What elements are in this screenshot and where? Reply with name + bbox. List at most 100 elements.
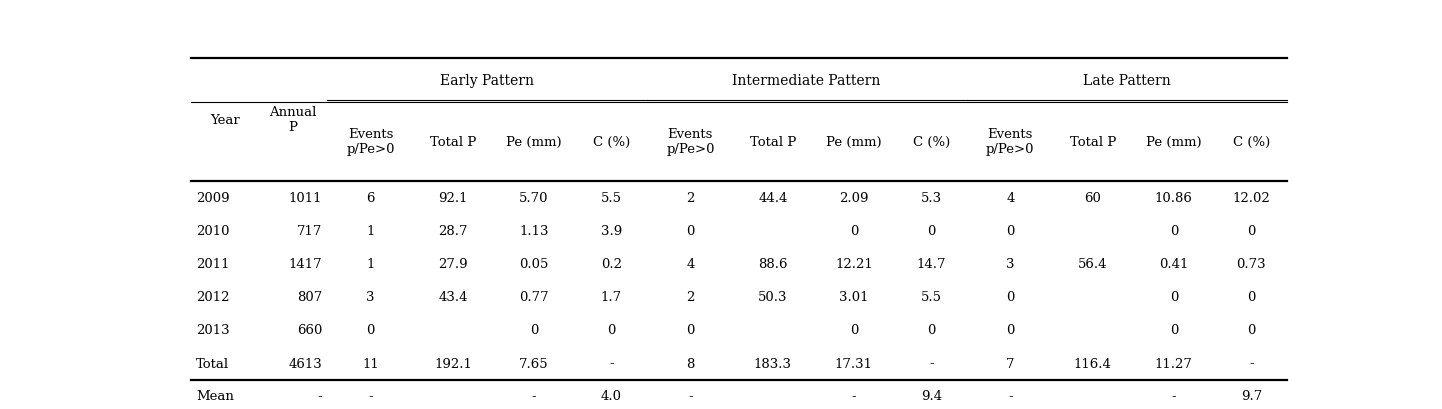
Text: 0: 0: [529, 324, 538, 337]
Text: 0: 0: [1007, 291, 1015, 303]
Text: 0: 0: [927, 225, 936, 238]
Text: -: -: [1171, 389, 1177, 402]
Text: 7: 7: [1007, 357, 1015, 370]
Text: 1: 1: [366, 225, 375, 238]
Text: -: -: [368, 389, 372, 402]
Text: 183.3: 183.3: [754, 357, 792, 370]
Text: 192.1: 192.1: [434, 357, 472, 370]
Text: 17.31: 17.31: [835, 357, 872, 370]
Text: 28.7: 28.7: [438, 225, 467, 238]
Text: -: -: [1008, 389, 1012, 402]
Text: 4: 4: [686, 258, 695, 270]
Text: -: -: [532, 389, 536, 402]
Text: 0: 0: [1169, 324, 1178, 337]
Text: 1.7: 1.7: [601, 291, 622, 303]
Text: 717: 717: [297, 225, 322, 238]
Text: 92.1: 92.1: [438, 191, 467, 204]
Text: -: -: [688, 389, 692, 402]
Text: 7.65: 7.65: [519, 357, 549, 370]
Text: C (%): C (%): [593, 135, 630, 148]
Text: 2012: 2012: [196, 291, 229, 303]
Text: Events
p/Pe>0: Events p/Pe>0: [986, 128, 1034, 156]
Text: 0.05: 0.05: [519, 258, 548, 270]
Text: -: -: [317, 389, 322, 402]
Text: 0.77: 0.77: [519, 291, 549, 303]
Text: 12.02: 12.02: [1233, 191, 1270, 204]
Text: 1417: 1417: [288, 258, 322, 270]
Text: 3: 3: [1007, 258, 1015, 270]
Text: 2010: 2010: [196, 225, 229, 238]
Text: 11.27: 11.27: [1155, 357, 1193, 370]
Text: -: -: [609, 357, 614, 370]
Text: 0.41: 0.41: [1159, 258, 1188, 270]
Text: 1011: 1011: [288, 191, 322, 204]
Text: Pe (mm): Pe (mm): [506, 135, 562, 148]
Text: 5.5: 5.5: [601, 191, 622, 204]
Text: 0: 0: [1247, 324, 1256, 337]
Text: 0: 0: [607, 324, 616, 337]
Text: Intermediate Pattern: Intermediate Pattern: [733, 74, 881, 88]
Text: 3: 3: [366, 291, 375, 303]
Text: 1.13: 1.13: [519, 225, 549, 238]
Text: 27.9: 27.9: [438, 258, 467, 270]
Text: 5.70: 5.70: [519, 191, 549, 204]
Text: Events
p/Pe>0: Events p/Pe>0: [666, 128, 715, 156]
Text: 660: 660: [297, 324, 322, 337]
Text: Pe (mm): Pe (mm): [826, 135, 881, 148]
Text: 2: 2: [686, 291, 695, 303]
Text: 11: 11: [362, 357, 379, 370]
Text: Events
p/Pe>0: Events p/Pe>0: [346, 128, 395, 156]
Text: Annual
P: Annual P: [270, 106, 317, 134]
Text: 0: 0: [1007, 225, 1015, 238]
Text: 807: 807: [297, 291, 322, 303]
Text: 9.4: 9.4: [921, 389, 942, 402]
Text: 14.7: 14.7: [917, 258, 946, 270]
Text: 5.5: 5.5: [921, 291, 942, 303]
Text: 12.21: 12.21: [835, 258, 872, 270]
Text: -: -: [852, 389, 857, 402]
Text: 0: 0: [1169, 291, 1178, 303]
Text: 116.4: 116.4: [1074, 357, 1112, 370]
Text: Total P: Total P: [750, 135, 796, 148]
Text: C (%): C (%): [913, 135, 950, 148]
Text: Total P: Total P: [430, 135, 476, 148]
Text: 2009: 2009: [196, 191, 229, 204]
Text: 0.2: 0.2: [601, 258, 622, 270]
Text: 0: 0: [1247, 291, 1256, 303]
Text: 3.9: 3.9: [601, 225, 622, 238]
Text: 6: 6: [366, 191, 375, 204]
Text: 0: 0: [849, 225, 858, 238]
Text: 0: 0: [1169, 225, 1178, 238]
Text: -: -: [929, 357, 934, 370]
Text: 1: 1: [366, 258, 375, 270]
Text: 4613: 4613: [288, 357, 322, 370]
Text: 0: 0: [927, 324, 936, 337]
Text: 44.4: 44.4: [758, 191, 787, 204]
Text: 0: 0: [849, 324, 858, 337]
Text: 88.6: 88.6: [758, 258, 787, 270]
Text: 0: 0: [686, 324, 695, 337]
Text: 0.73: 0.73: [1237, 258, 1266, 270]
Text: 43.4: 43.4: [438, 291, 467, 303]
Text: Early Pattern: Early Pattern: [440, 74, 534, 88]
Text: C (%): C (%): [1233, 135, 1270, 148]
Text: 8: 8: [686, 357, 695, 370]
Text: 10.86: 10.86: [1155, 191, 1193, 204]
Text: 0: 0: [686, 225, 695, 238]
Text: Late Pattern: Late Pattern: [1083, 74, 1171, 88]
Text: 56.4: 56.4: [1079, 258, 1107, 270]
Text: 0: 0: [1247, 225, 1256, 238]
Text: Total: Total: [196, 357, 229, 370]
Text: Mean: Mean: [196, 389, 234, 402]
Text: 50.3: 50.3: [758, 291, 787, 303]
Text: Pe (mm): Pe (mm): [1146, 135, 1201, 148]
Text: 4: 4: [1007, 191, 1015, 204]
Text: 2013: 2013: [196, 324, 229, 337]
Text: 2011: 2011: [196, 258, 229, 270]
Text: Total P: Total P: [1070, 135, 1116, 148]
Text: 4.0: 4.0: [601, 389, 622, 402]
Text: 5.3: 5.3: [921, 191, 942, 204]
Text: -: -: [1249, 357, 1253, 370]
Text: 2.09: 2.09: [839, 191, 868, 204]
Text: 0: 0: [1007, 324, 1015, 337]
